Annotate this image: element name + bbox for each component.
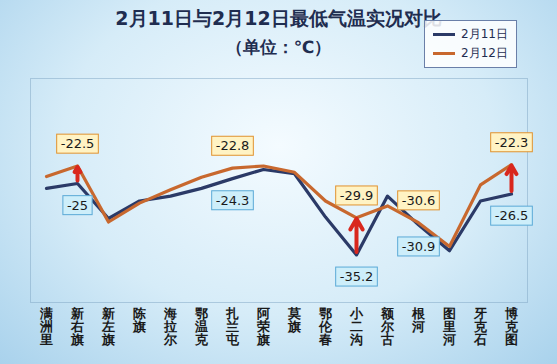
svg-text:牙克石: 牙克石	[473, 306, 488, 347]
svg-text:-26.5: -26.5	[495, 208, 529, 223]
svg-text:-29.9: -29.9	[340, 188, 374, 203]
svg-text:陈旗: 陈旗	[132, 306, 146, 334]
svg-text:鄂伦春: 鄂伦春	[318, 306, 333, 347]
svg-text:-24.3: -24.3	[216, 193, 250, 208]
html-text:2月11日与2月12日最低气温实况对比: 2月11日与2月12日最低气温实况对比	[115, 7, 442, 29]
svg-text:阿荣旗: 阿荣旗	[256, 306, 270, 347]
html-text:2月12日: 2月12日	[461, 46, 508, 60]
svg-text:鄂温克: 鄂温克	[194, 306, 209, 347]
svg-text:扎兰屯: 扎兰屯	[225, 306, 240, 347]
svg-text:新右旗: 新右旗	[70, 306, 84, 347]
svg-text:小二沟: 小二沟	[349, 306, 364, 347]
svg-text:根河: 根河	[411, 306, 426, 334]
svg-text:博克图: 博克图	[504, 306, 519, 347]
svg-text:-30.9: -30.9	[402, 239, 436, 254]
svg-text:-22.3: -22.3	[495, 135, 529, 150]
html-text:2月11日: 2月11日	[461, 27, 508, 41]
html-text:（单位：℃）: （单位：℃）	[225, 37, 332, 57]
svg-text:图里河: 图里河	[442, 306, 456, 347]
svg-text:-25: -25	[67, 198, 88, 213]
svg-text:海拉尔: 海拉尔	[163, 306, 178, 347]
svg-text:-22.8: -22.8	[216, 138, 250, 153]
svg-text:满洲里: 满洲里	[39, 306, 53, 347]
svg-text:额尔古: 额尔古	[380, 306, 395, 347]
svg-text:新左旗: 新左旗	[101, 306, 115, 347]
svg-text:莫旗: 莫旗	[287, 306, 301, 334]
svg-text:-22.5: -22.5	[61, 136, 95, 151]
svg-text:-35.2: -35.2	[340, 269, 374, 284]
svg-text:-30.6: -30.6	[402, 193, 436, 208]
